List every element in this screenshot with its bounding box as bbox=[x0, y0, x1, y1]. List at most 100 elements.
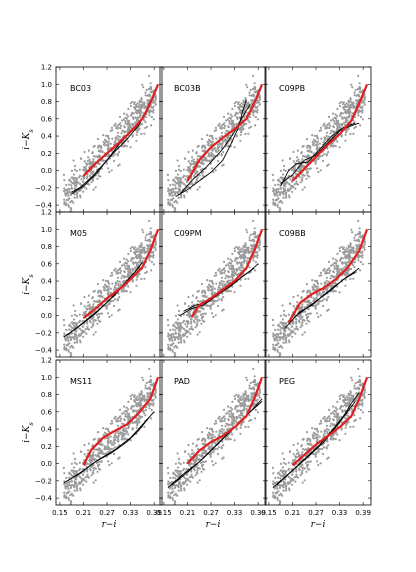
scatter-point bbox=[309, 147, 312, 150]
scatter-point bbox=[217, 149, 220, 152]
model-track bbox=[67, 411, 155, 482]
scatter-point bbox=[96, 431, 100, 434]
scatter-point bbox=[182, 319, 186, 322]
scatter-point bbox=[70, 314, 73, 317]
scatter-point bbox=[111, 137, 114, 140]
y-tick-label: 1.2 bbox=[41, 209, 52, 217]
scatter-point bbox=[76, 196, 79, 199]
y-tick-label: 1.2 bbox=[41, 64, 52, 72]
panel-label: MS11 bbox=[70, 377, 92, 386]
scatter-point bbox=[68, 476, 71, 479]
scatter-point bbox=[223, 420, 226, 423]
scatter-point bbox=[326, 126, 329, 129]
scatter-point bbox=[238, 404, 242, 407]
scatter-point bbox=[131, 427, 134, 430]
scatter-point bbox=[312, 283, 316, 286]
scatter-point bbox=[357, 111, 360, 114]
scatter-point bbox=[118, 123, 121, 126]
scatter-point bbox=[344, 272, 348, 275]
scatter-point bbox=[174, 208, 177, 211]
scatter-point bbox=[247, 250, 250, 253]
scatter-point bbox=[99, 150, 102, 153]
scatter-point bbox=[239, 248, 242, 251]
scatter-point bbox=[78, 313, 81, 316]
scatter-point bbox=[148, 114, 151, 117]
scatter-point bbox=[186, 311, 190, 314]
scatter-point bbox=[236, 257, 239, 260]
scatter-point bbox=[127, 276, 130, 279]
scatter-point bbox=[136, 418, 139, 421]
scatter-point bbox=[227, 279, 230, 282]
scatter-point bbox=[67, 203, 70, 206]
scatter-point bbox=[86, 470, 89, 473]
panel-m05: M05−0.4−0.20.00.20.40.60.81.01.2i−Ks bbox=[22, 209, 163, 358]
scatter-point bbox=[138, 273, 141, 276]
scatter-point bbox=[206, 427, 209, 430]
scatter-point bbox=[303, 331, 306, 334]
scatter-point bbox=[203, 320, 206, 323]
scatter-point bbox=[306, 303, 309, 307]
scatter-point bbox=[348, 250, 351, 253]
scatter-point bbox=[304, 168, 307, 171]
scatter-point bbox=[305, 301, 308, 304]
scatter-point bbox=[363, 103, 366, 106]
scatter-point bbox=[226, 263, 229, 266]
scatter-point bbox=[108, 302, 111, 305]
scatter-point bbox=[127, 270, 130, 273]
scatter-point bbox=[290, 330, 293, 333]
scatter-point bbox=[316, 294, 319, 297]
scatter-point bbox=[122, 118, 125, 121]
scatter-point bbox=[352, 101, 355, 104]
scatter-point bbox=[252, 219, 255, 222]
scatter-point bbox=[196, 155, 200, 158]
scatter-point bbox=[327, 260, 331, 263]
scatter-point bbox=[169, 204, 172, 207]
scatter-point bbox=[64, 338, 68, 341]
scatter-point bbox=[311, 134, 314, 137]
scatter-point bbox=[119, 431, 123, 434]
scatter-point bbox=[178, 180, 181, 184]
scatter-point bbox=[308, 312, 311, 315]
scatter-point bbox=[239, 133, 242, 136]
scatter-point bbox=[254, 86, 257, 89]
scatter-point bbox=[130, 114, 133, 117]
scatter-point bbox=[277, 188, 280, 191]
scatter-point bbox=[167, 332, 170, 335]
scatter-point bbox=[190, 182, 193, 185]
scatter-point bbox=[141, 376, 144, 379]
scatter-point bbox=[346, 105, 349, 108]
scatter-point bbox=[187, 186, 190, 189]
scatter-point bbox=[84, 168, 87, 171]
scatter-point bbox=[196, 176, 199, 179]
y-tick-label: 0.0 bbox=[41, 460, 52, 468]
scatter-point bbox=[334, 258, 337, 261]
scatter-point bbox=[104, 427, 108, 430]
scatter-point bbox=[110, 314, 113, 317]
scatter-point bbox=[89, 163, 92, 166]
scatter-point bbox=[106, 155, 109, 158]
scatter-point bbox=[255, 101, 258, 104]
scatter-point bbox=[82, 190, 85, 193]
scatter-point bbox=[75, 462, 78, 466]
scatter-point bbox=[306, 146, 309, 149]
scatter-point bbox=[306, 312, 309, 315]
scatter-point bbox=[271, 173, 274, 176]
scatter-point bbox=[109, 287, 112, 290]
scatter-point bbox=[127, 415, 130, 418]
scatter-point bbox=[183, 339, 186, 342]
scatter-point bbox=[91, 465, 94, 468]
scatter-point bbox=[308, 167, 311, 170]
scatter-point bbox=[301, 188, 304, 191]
scatter-point bbox=[294, 173, 298, 176]
scatter-point bbox=[317, 157, 320, 160]
scatter-point bbox=[102, 427, 105, 430]
scatter-point bbox=[211, 437, 214, 441]
scatter-point bbox=[359, 110, 362, 113]
scatter-point bbox=[169, 497, 172, 500]
scatter-point bbox=[176, 304, 179, 307]
scatter-point bbox=[123, 279, 126, 282]
scatter-point bbox=[352, 277, 355, 280]
scatter-point bbox=[138, 392, 141, 395]
scatter-point bbox=[358, 227, 361, 230]
scatter-point bbox=[196, 158, 199, 161]
